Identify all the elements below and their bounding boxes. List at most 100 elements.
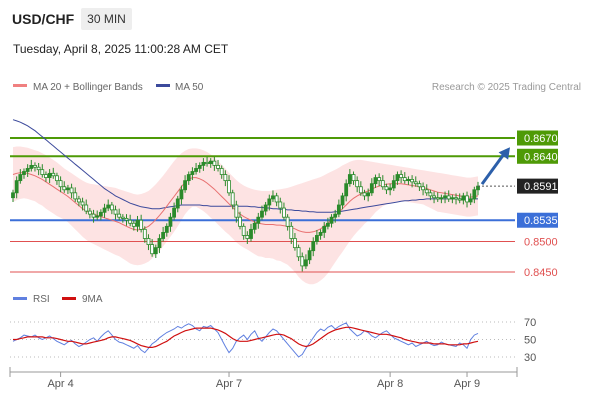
candle-body (142, 228, 147, 239)
candle-body (278, 201, 283, 209)
candle-body (472, 189, 477, 200)
candle-body (241, 225, 246, 236)
price-plot: 0.8670 0.8640 0.8535 0.8500 0.8450 0.8591 (10, 119, 558, 285)
candle-body (55, 175, 59, 182)
candle-body (80, 201, 85, 206)
candle-body (205, 161, 209, 164)
candle-body (131, 222, 136, 227)
candle-body (333, 213, 338, 218)
candle-body (366, 192, 371, 197)
candle-body (51, 172, 56, 177)
price-label: 0.8500 (524, 237, 558, 249)
rsi-tick-label: 70 (524, 317, 536, 329)
candle-body (391, 180, 396, 189)
candle-body (256, 216, 261, 224)
x-tick-label: Apr 4 (47, 378, 73, 390)
price-label: 0.8450 (524, 267, 558, 279)
candle-body (135, 219, 140, 227)
candle-body (40, 169, 45, 175)
candle-body (282, 207, 286, 218)
research-credit: Research © 2025 Trading Central (432, 82, 581, 93)
candle-body (271, 195, 275, 200)
rsi-line (12, 322, 479, 358)
candle-body (69, 187, 74, 194)
candle-body (296, 247, 301, 258)
ma20-legend-swatch (13, 84, 27, 87)
candle-body (263, 204, 268, 212)
rsi-tick-label: 50 (524, 335, 536, 347)
candle-body (355, 180, 360, 188)
candle-body (230, 192, 235, 206)
ma50-legend-swatch (156, 84, 170, 87)
candle-body (402, 177, 407, 182)
candle-body (197, 165, 202, 169)
candle-body (120, 216, 125, 219)
candle-body (117, 213, 122, 218)
candle-body (95, 215, 100, 218)
candle-body (128, 219, 133, 224)
candle-body (461, 195, 466, 201)
candle-body (304, 259, 308, 267)
candle-body (421, 186, 425, 191)
x-axis: Apr 4 Apr 7 Apr 8 Apr 9 (9, 367, 518, 390)
candle-body (168, 216, 173, 227)
candle-body (307, 250, 312, 261)
candle-body (252, 222, 257, 230)
candle-body (322, 225, 327, 233)
candle-body (113, 209, 118, 215)
rsi-tick-label: 30 (524, 352, 536, 364)
candle-body (36, 166, 41, 171)
x-tick-label: Apr 7 (216, 378, 242, 390)
candle-body (314, 235, 319, 242)
candle-body (410, 179, 414, 183)
candle-body (201, 161, 206, 166)
candle-body (399, 174, 404, 178)
candle-body (212, 160, 217, 166)
ma20-legend-label: MA 20 + Bollinger Bands (33, 82, 143, 93)
candle-body (428, 192, 433, 197)
candle-body (102, 207, 107, 213)
timeframe-label: 30 MIN (87, 12, 126, 26)
candle-body (318, 232, 323, 236)
candle-body (406, 179, 411, 182)
candle-body (325, 222, 330, 227)
candle-body (164, 225, 169, 233)
timeframe-badge[interactable] (81, 8, 132, 30)
candle-body (249, 228, 253, 239)
rsi-legend-swatch (13, 297, 27, 300)
price-label: 0.8670 (524, 133, 558, 145)
price-label-box (517, 212, 558, 228)
bollinger-band (13, 146, 478, 285)
candle-body (124, 217, 129, 221)
timestamp: Tuesday, April 8, 2025 11:00:28 AM CET (13, 42, 229, 56)
projection-arrow (480, 150, 508, 186)
candle-body (432, 195, 436, 199)
candle-body (216, 165, 220, 169)
candle-body (347, 174, 352, 185)
ma50-legend-label: MA 50 (175, 82, 204, 93)
candle-body (194, 168, 198, 172)
candle-body (238, 216, 242, 227)
candle-body (153, 247, 158, 255)
candle-body (186, 174, 191, 182)
candle-body (369, 183, 374, 194)
rsi-ma-legend-swatch (62, 297, 76, 300)
candle-body (274, 195, 279, 203)
projection-arrowhead (498, 147, 510, 160)
candle-body (98, 211, 103, 217)
candle-body (424, 189, 429, 194)
candle-body (227, 180, 231, 194)
candle-body (234, 204, 239, 218)
candle-body (384, 186, 389, 191)
candle-body (351, 174, 356, 182)
candle-body (219, 168, 224, 175)
candle-body (47, 172, 52, 178)
candle-body (293, 238, 297, 249)
candle-body (172, 207, 177, 218)
candle-body (33, 165, 37, 168)
candle-body (58, 180, 63, 188)
candle-body (468, 198, 473, 203)
symbol-title: USD/CHF (12, 11, 75, 27)
candle-body (18, 174, 23, 182)
